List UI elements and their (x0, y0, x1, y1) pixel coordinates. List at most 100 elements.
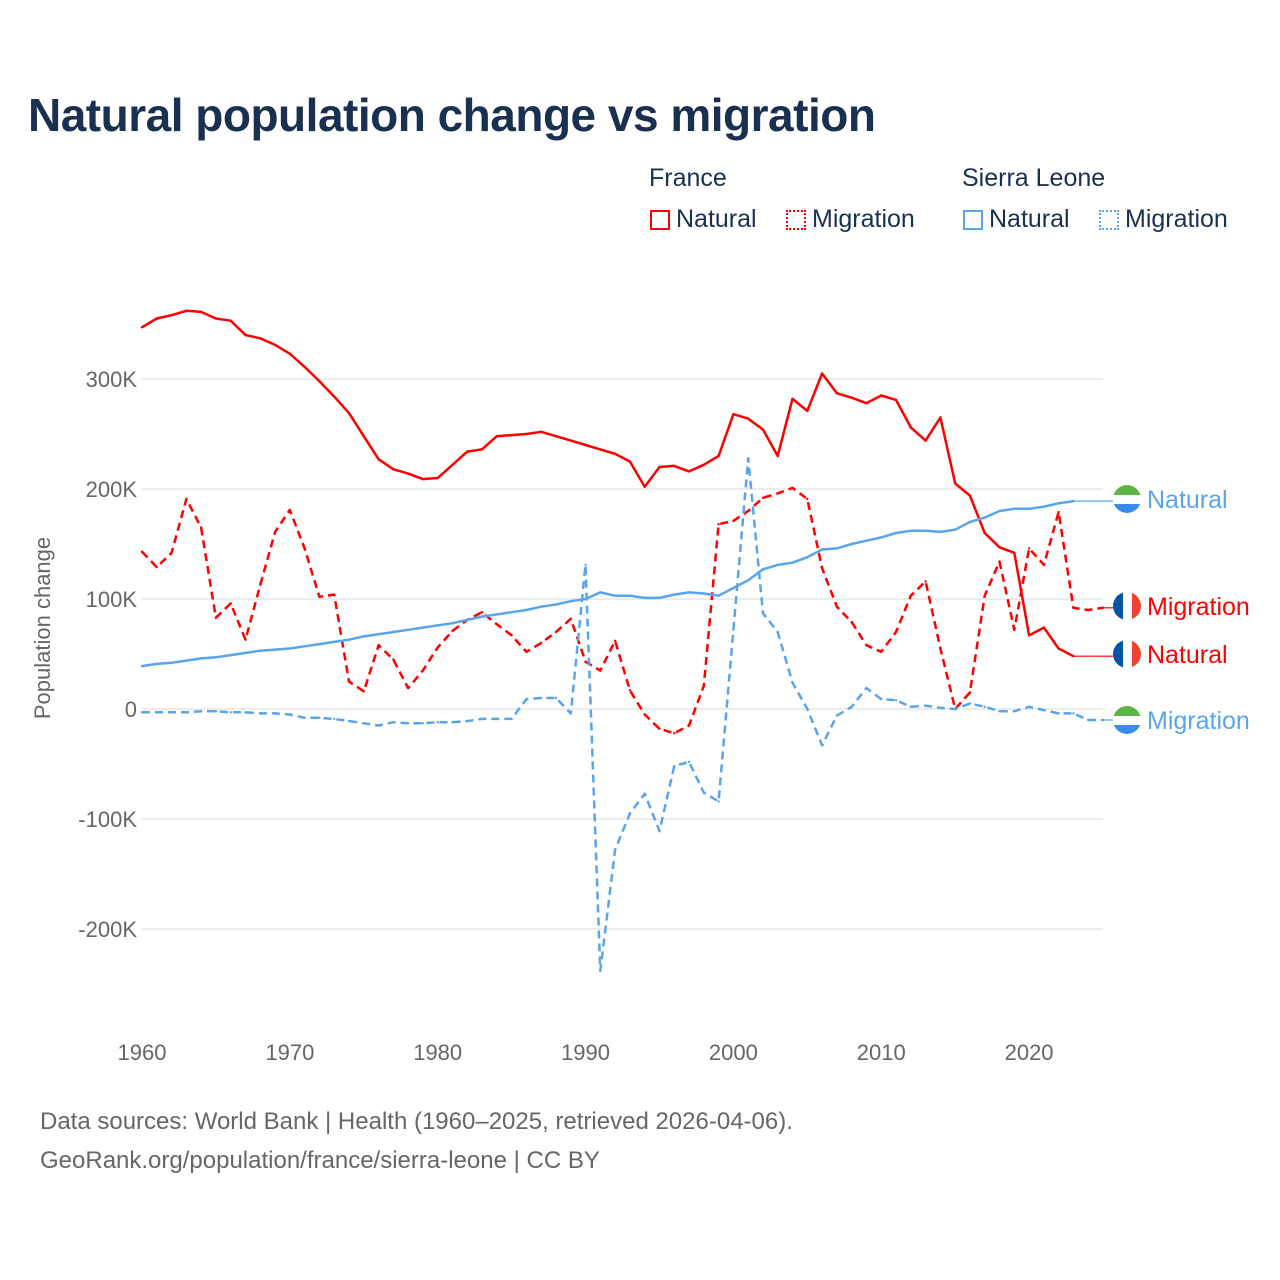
data-point (214, 616, 218, 619)
data-point (554, 435, 558, 438)
data-point (850, 396, 853, 399)
data-point (140, 664, 144, 668)
data-point (554, 603, 558, 606)
data-point (333, 717, 336, 721)
data-point (244, 638, 247, 641)
legend-group-sierra-leone: Sierra Leone (962, 164, 1106, 192)
data-point (1057, 510, 1060, 514)
legend-item-france-natural[interactable]: Natural (650, 205, 757, 234)
x-tick-label: 2020 (1005, 1040, 1054, 1065)
data-point (894, 699, 898, 702)
data-point (968, 520, 972, 524)
data-point (673, 765, 676, 768)
y-axis-label: Population change (30, 537, 55, 719)
series-end-label: Natural (1147, 641, 1228, 669)
data-point (347, 411, 351, 415)
source-url[interactable]: GeoRank.org/population/france/sierra-leo… (40, 1147, 600, 1174)
data-point (303, 645, 306, 648)
data-point (259, 712, 262, 715)
data-point (199, 710, 203, 713)
data-point (776, 454, 779, 458)
data-point (377, 724, 380, 727)
data-point (584, 563, 587, 567)
data-point (539, 430, 543, 433)
data-point (303, 365, 306, 369)
data-point (613, 594, 617, 597)
data-point (318, 595, 321, 598)
data-point (466, 618, 469, 622)
data-point (835, 605, 839, 608)
data-point (687, 724, 691, 727)
data-point (436, 646, 439, 649)
data-point (643, 596, 646, 600)
data-point (835, 392, 839, 395)
data-point (628, 594, 632, 597)
data-point (909, 529, 912, 532)
data-point (199, 526, 203, 529)
data-point (155, 662, 158, 666)
data-point (421, 722, 425, 725)
data-point (865, 539, 868, 542)
data-point (273, 648, 277, 651)
data-point (924, 439, 927, 442)
data-point (850, 620, 853, 624)
series-line-sierra-leone-natural (141, 499, 1074, 668)
data-point (214, 656, 218, 659)
data-point (421, 477, 425, 481)
data-point (155, 317, 158, 320)
chart-title: Natural population change vs migration (28, 89, 876, 141)
x-tick-label: 1960 (118, 1040, 167, 1065)
legend-item-sierra-leone-natural[interactable]: Natural (963, 205, 1070, 234)
data-point (983, 705, 986, 708)
data-point (333, 395, 336, 398)
legend-swatch-solid (963, 209, 983, 230)
series-line-sierra-leone-migration (142, 456, 1103, 973)
legend-item-france-migration[interactable]: Migration (786, 205, 915, 234)
data-point (199, 657, 203, 660)
data-point (406, 722, 410, 725)
data-point (244, 651, 247, 655)
data-point (495, 623, 499, 626)
data-point (170, 711, 173, 714)
data-point (392, 658, 395, 661)
data-point (717, 594, 720, 597)
data-point (924, 704, 927, 707)
data-point (732, 628, 735, 631)
data-point (643, 713, 646, 716)
data-point (983, 531, 986, 535)
data-point (599, 669, 602, 672)
sierra-leone-flag-icon (1113, 485, 1141, 513)
data-point (318, 380, 321, 383)
data-point (569, 439, 572, 442)
data-point (628, 460, 632, 463)
series-end-label: Natural (1147, 486, 1228, 514)
data-point (968, 494, 972, 497)
data-point (968, 702, 972, 705)
data-point (392, 630, 395, 634)
data-point (259, 337, 262, 340)
data-point (835, 714, 839, 717)
data-point (347, 638, 351, 641)
data-point (1057, 712, 1060, 715)
data-point (1101, 718, 1105, 722)
data-point (333, 640, 336, 644)
data-point (599, 448, 602, 451)
data-point (613, 848, 617, 851)
france-flag-icon (1113, 592, 1141, 620)
data-point (392, 468, 395, 471)
data-point (746, 457, 750, 460)
data-point (229, 711, 232, 714)
legend-item-sierra-leone-migration[interactable]: Migration (1099, 205, 1228, 234)
data-point (791, 486, 794, 490)
data-point (599, 591, 602, 594)
data-point (185, 309, 188, 312)
data-point (170, 661, 173, 664)
data-point (333, 593, 336, 596)
series-line-france-natural (141, 309, 1074, 658)
data-point (140, 326, 144, 329)
data-point (303, 547, 306, 550)
data-point (820, 744, 824, 747)
data-point (554, 630, 558, 634)
data-point (569, 617, 572, 620)
france-flag-icon (1113, 640, 1141, 668)
